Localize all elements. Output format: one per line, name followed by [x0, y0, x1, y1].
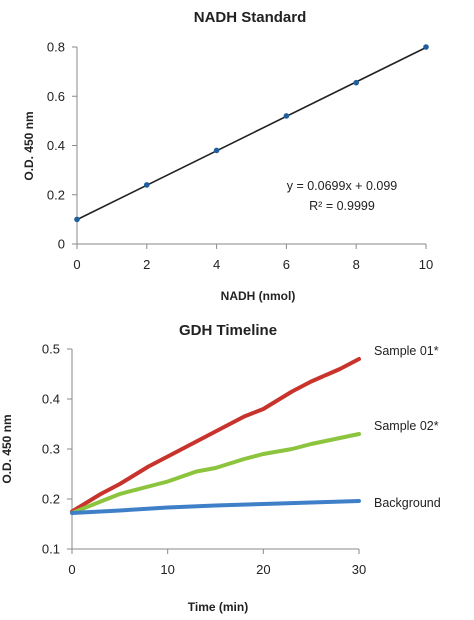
data-point: [353, 79, 360, 86]
x-tick-label: 10: [160, 562, 174, 577]
x-tick-label: 2: [143, 257, 150, 272]
y-tick-label: 0.5: [42, 342, 60, 357]
y-tick-label: 0.2: [42, 492, 60, 507]
series-line-sample-02: [70, 432, 361, 515]
data-point: [144, 182, 150, 188]
x-tick-label: 20: [256, 562, 270, 577]
y-tick-label: 0.4: [47, 138, 65, 153]
y-tick-label: 0: [58, 237, 65, 252]
y-tick-label: 0.6: [47, 89, 65, 104]
chart-title: GDH Timeline: [179, 322, 277, 339]
y-tick-label: 0.3: [42, 442, 60, 457]
x-axis-label: NADH (nmol): [221, 289, 296, 303]
r-squared: R² = 0.9999: [309, 199, 375, 213]
y-tick-label: 0.8: [47, 40, 65, 55]
y-tick-label: 0.4: [42, 392, 60, 407]
x-tick-label: 6: [283, 257, 290, 272]
x-axis-label: Time (min): [188, 600, 248, 614]
series-line-sample-01: [70, 357, 361, 514]
y-axis-label: O.D. 450 nm: [0, 414, 14, 483]
x-tick-label: 0: [68, 562, 75, 577]
chart-title: NADH Standard: [194, 9, 307, 26]
y-tick-label: 0.2: [47, 187, 65, 202]
x-tick-label: 0: [73, 257, 80, 272]
x-tick-label: 4: [213, 257, 220, 272]
series-label: Sample 01*: [374, 344, 439, 358]
data-point: [74, 216, 80, 223]
gdh-timeline-chart: GDH Timeline Time (min) O.D. 450 nm 0.1 0…: [0, 322, 441, 614]
trendline: [76, 46, 427, 221]
y-axis-label: O.D. 450 nm: [22, 111, 36, 180]
data-point: [283, 113, 290, 119]
y-tick-label: 0.1: [42, 542, 60, 557]
series-label: Sample 02*: [374, 419, 439, 433]
x-tick-label: 30: [352, 562, 366, 577]
data-point: [213, 147, 220, 154]
data-point: [423, 44, 429, 50]
series-line-background: [70, 499, 361, 515]
nadh-standard-chart: NADH Standard NADH (nmol) O.D. 450 nm y …: [22, 9, 433, 303]
series-label: Background: [374, 496, 441, 510]
x-tick-label: 10: [419, 257, 433, 272]
x-tick-label: 8: [353, 257, 360, 272]
trendline-equation: y = 0.0699x + 0.099: [287, 179, 398, 193]
